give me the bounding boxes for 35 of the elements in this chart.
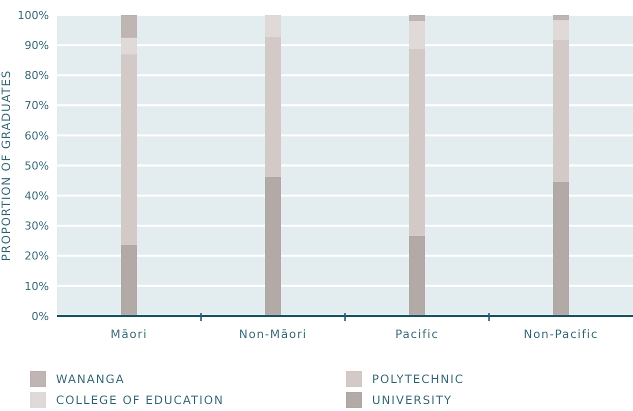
legend-label: COLLEGE OF EDUCATION <box>56 392 224 406</box>
y-tick-label: 70% <box>24 99 49 112</box>
y-tick-label: 50% <box>24 159 49 172</box>
y-tick-label: 60% <box>24 129 49 142</box>
bar <box>553 40 569 182</box>
bar <box>265 176 281 316</box>
x-tick-label: Non-Pacific <box>524 327 598 341</box>
legend-label: UNIVERSITY <box>372 392 452 406</box>
y-tick-label: 100% <box>18 8 49 22</box>
bar <box>265 15 281 37</box>
bar <box>409 49 425 236</box>
bar <box>553 15 569 20</box>
bar <box>121 15 137 38</box>
bar <box>553 182 569 316</box>
y-tick-label: 40% <box>24 190 49 203</box>
x-tick-label: Pacific <box>395 327 439 341</box>
y-tick-label: 10% <box>24 280 49 293</box>
y-tick-label: 30% <box>24 220 49 233</box>
bar <box>121 38 137 54</box>
bar <box>409 236 425 316</box>
y-tick-label: 0% <box>32 310 49 323</box>
x-tick-label: Māori <box>110 327 148 341</box>
y-tick-label: 90% <box>24 39 49 52</box>
bar <box>121 54 137 245</box>
bar <box>265 36 281 177</box>
legend-label: POLYTECHNIC <box>372 372 464 386</box>
bar <box>409 15 425 22</box>
bar <box>121 244 137 316</box>
bar <box>553 20 569 40</box>
y-tick-label: 20% <box>24 250 49 263</box>
legend-label: WANANGA <box>56 372 125 386</box>
bar <box>409 21 425 50</box>
y-axis-title: PROPORTION OF GRADUATES <box>0 70 14 262</box>
x-tick-label: Non-Māori <box>238 327 308 341</box>
y-tick-label: 80% <box>24 69 49 82</box>
